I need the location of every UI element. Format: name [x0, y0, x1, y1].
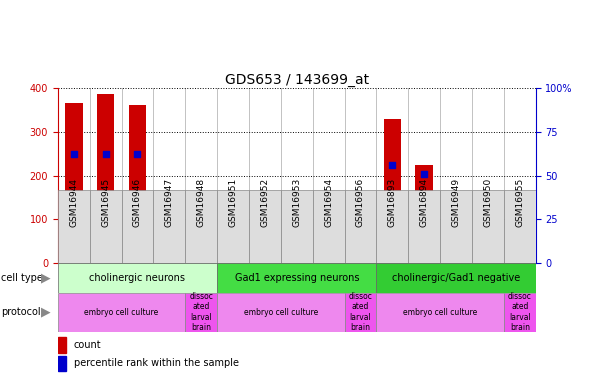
Bar: [504, 292, 536, 332]
Text: GSM16954: GSM16954: [324, 178, 333, 226]
Bar: [511, 242, 529, 263]
Bar: [58, 190, 90, 263]
Text: cholinergic neurons: cholinergic neurons: [90, 273, 185, 283]
Bar: [415, 165, 433, 263]
Bar: [217, 263, 376, 292]
Text: ▶: ▶: [41, 272, 50, 284]
Text: cholinergic/Gad1 negative: cholinergic/Gad1 negative: [392, 273, 520, 283]
Bar: [249, 190, 281, 263]
Text: ▶: ▶: [41, 306, 50, 319]
Point: [165, 211, 174, 217]
Bar: [217, 292, 345, 332]
Text: dissoc
ated
larval
brain: dissoc ated larval brain: [189, 292, 213, 332]
Bar: [153, 190, 185, 263]
Bar: [58, 263, 217, 292]
Point: [292, 195, 301, 201]
Bar: [408, 190, 440, 263]
Text: GSM16955: GSM16955: [515, 177, 525, 226]
Text: GSM16948: GSM16948: [196, 178, 206, 226]
Bar: [281, 190, 313, 263]
Bar: [58, 292, 185, 332]
Text: GSM16952: GSM16952: [260, 178, 270, 226]
Point: [419, 171, 429, 177]
Text: GSM16947: GSM16947: [165, 178, 174, 226]
Bar: [256, 255, 274, 263]
Text: cell type: cell type: [1, 273, 43, 283]
Point: [451, 202, 461, 208]
Title: GDS653 / 143699_at: GDS653 / 143699_at: [225, 73, 369, 87]
Bar: [376, 263, 536, 292]
Bar: [90, 190, 122, 263]
Bar: [472, 190, 504, 263]
Bar: [447, 219, 465, 263]
Point: [69, 152, 78, 157]
Bar: [217, 190, 249, 263]
Point: [515, 213, 525, 219]
Bar: [376, 190, 408, 263]
Text: GSM16945: GSM16945: [101, 178, 110, 226]
Bar: [122, 190, 153, 263]
Bar: [185, 292, 217, 332]
Bar: [504, 190, 536, 263]
Text: GSM16893: GSM16893: [388, 177, 397, 226]
Point: [228, 248, 238, 254]
Bar: [376, 292, 504, 332]
Bar: [97, 94, 114, 263]
Point: [101, 152, 110, 157]
Bar: [224, 258, 242, 263]
Bar: [58, 356, 67, 370]
Text: GSM16953: GSM16953: [292, 177, 301, 226]
Text: GSM16946: GSM16946: [133, 178, 142, 226]
Text: Gad1 expressing neurons: Gad1 expressing neurons: [234, 273, 359, 283]
Point: [196, 211, 206, 217]
Bar: [352, 254, 369, 263]
Bar: [479, 228, 497, 263]
Point: [388, 162, 397, 168]
Bar: [440, 190, 472, 263]
Text: GSM16956: GSM16956: [356, 177, 365, 226]
Point: [356, 243, 365, 249]
Text: embryo cell culture: embryo cell culture: [403, 308, 477, 316]
Text: GSM16951: GSM16951: [228, 177, 238, 226]
Bar: [160, 220, 178, 263]
Bar: [129, 105, 146, 263]
Point: [324, 213, 333, 219]
Bar: [345, 190, 376, 263]
Text: embryo cell culture: embryo cell culture: [84, 308, 159, 316]
Point: [133, 152, 142, 157]
Bar: [58, 338, 67, 352]
Text: dissoc
ated
larval
brain: dissoc ated larval brain: [349, 292, 372, 332]
Bar: [345, 292, 376, 332]
Bar: [384, 119, 401, 263]
Point: [260, 234, 270, 240]
Text: GSM16949: GSM16949: [451, 178, 461, 226]
Text: GSM16894: GSM16894: [419, 178, 429, 226]
Text: GSM16944: GSM16944: [69, 178, 78, 226]
Point: [483, 202, 493, 208]
Bar: [185, 190, 217, 263]
Bar: [320, 237, 337, 263]
Bar: [313, 190, 345, 263]
Text: percentile rank within the sample: percentile rank within the sample: [74, 358, 238, 368]
Text: GSM16950: GSM16950: [483, 177, 493, 226]
Text: embryo cell culture: embryo cell culture: [244, 308, 318, 316]
Text: count: count: [74, 340, 101, 350]
Bar: [65, 103, 83, 263]
Text: protocol: protocol: [1, 307, 41, 317]
Bar: [288, 215, 306, 263]
Text: dissoc
ated
larval
brain: dissoc ated larval brain: [508, 292, 532, 332]
Bar: [192, 230, 210, 263]
